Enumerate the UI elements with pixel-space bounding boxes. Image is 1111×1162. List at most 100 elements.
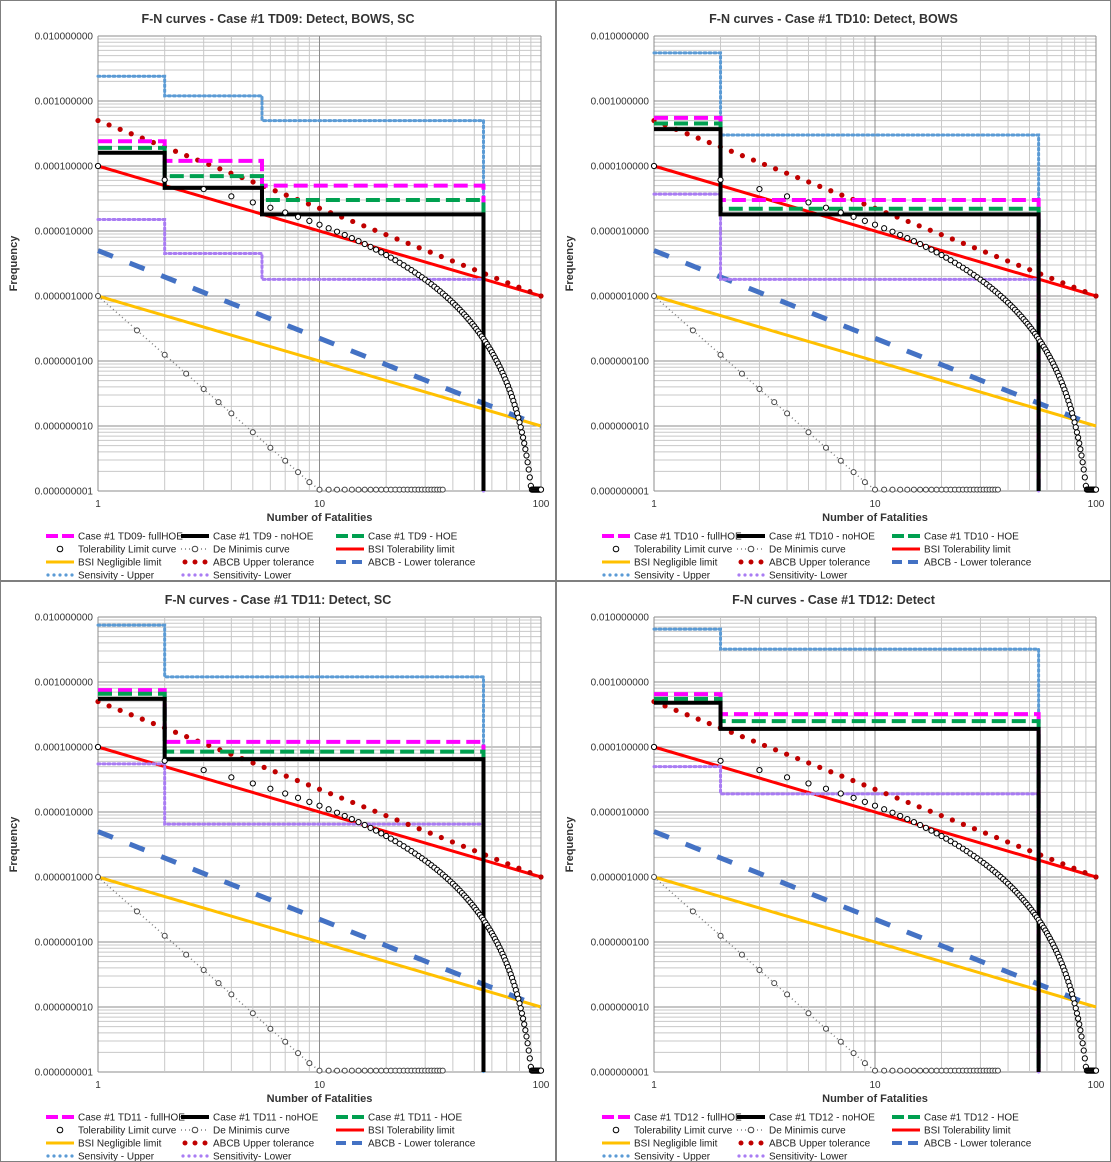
de-minimis-point [881,486,888,493]
legend-label: Case #1 TD09- fullHOE [78,532,183,543]
legend-item: Tolerability Limit curve [612,1126,733,1137]
de-minimis-point [378,486,385,493]
legend-item: Case #1 TD9 - HOE [336,532,458,543]
abcb-upper-point [527,289,533,295]
abcb-upper-point [272,769,278,775]
de-minimis-point [373,1067,380,1074]
abcb-upper-point [750,157,757,163]
de-minimis-point [183,951,190,958]
tolerability-point [348,234,355,242]
legend-item: Sensivity - Upper [602,571,711,580]
abcb-lower-line [97,829,542,1010]
tolerability-point [889,228,896,235]
abcb-upper-point [872,786,878,792]
bsi-negligible-line [653,294,1097,428]
y-tick-label: 0.000000100 [35,938,94,949]
legend-label: ABCB - Lower tolerance [368,558,476,569]
nohoe-line [98,150,486,491]
de-minimis-point [134,327,141,334]
abcb-upper-point [916,223,922,229]
chart-title: F-N curves - Case #1 TD09: Detect, BOWS,… [142,12,415,26]
legend-label: De Minimis curve [213,1126,290,1137]
abcb-upper-point [750,738,757,744]
tolerability-point [1077,1027,1084,1034]
tolerability-point [910,238,918,245]
de-minimis-point [282,457,289,464]
de-minimis-point [889,486,896,493]
tolerability-point [917,240,924,248]
legend-item: ABCB Upper tolerance [182,558,315,569]
legend-label: ABCB Upper tolerance [213,1139,315,1150]
legend-label: BSI Tolerability limit [924,545,1011,556]
legend-label: Case #1 TD10 - fullHOE [634,532,742,543]
abcb-upper-point [1082,289,1088,295]
de-minimis-point [267,444,274,451]
de-minimis-point [904,486,911,493]
de-minimis-point [994,486,1001,493]
tolerability-point [850,794,857,801]
de-minimis-point [805,1010,812,1017]
legend-item: BSI Negligible limit [46,1139,162,1150]
abcb-upper-point [1016,843,1022,849]
legend-item: De Minimis curve [737,545,846,556]
abcb-upper-point [438,834,444,841]
legend-label: ABCB Upper tolerance [769,1139,871,1150]
tolerability-point [517,424,524,431]
de-minimis-point [933,1067,940,1074]
tolerability-point [922,824,930,831]
grid [97,616,542,1073]
de-minimis-point [933,486,940,493]
legend-label: Sensivity - Upper [78,571,155,581]
bsi-negligible-line [97,294,542,428]
tolerability-point [783,774,791,781]
abcb-upper-point [106,122,112,128]
y-tick-label: 0.000100000 [35,743,94,754]
de-minimis-point [872,486,878,493]
tolerability-point [917,821,924,829]
tolerability-point [1073,1010,1081,1017]
abcb-upper-point [350,799,356,806]
tolerability-point [306,798,313,806]
legend-item: BSI Negligible limit [602,1139,718,1150]
abcb-upper-point [106,703,112,709]
tolerability-point [881,806,888,813]
abcb-upper-point [949,236,955,242]
de-minimis-point [904,1067,911,1074]
plot-area [94,74,545,493]
de-minimis-point [689,327,696,334]
abcb-upper-point [850,777,856,784]
x-tick-label: 100 [533,499,550,510]
de-minimis-point [850,1050,857,1057]
tolerability-point [526,474,533,481]
de-minimis-point [756,386,763,393]
tolerability-point [1073,429,1081,436]
abcb-upper-point [861,201,867,207]
tolerability-point [822,204,830,211]
legend-label: ABCB - Lower tolerance [368,1139,476,1150]
abcb-upper-point [894,795,900,801]
abcb-upper-point [416,826,422,832]
legend-label: Sensivity - Upper [634,1152,711,1162]
abcb-upper-point [772,166,779,172]
abcb-upper-point [505,280,511,286]
tolerability-point [523,1033,530,1040]
y-axis-label: Frequency [8,235,20,292]
tolerability-point [928,246,935,253]
legend-label: Tolerability Limit curve [634,1126,733,1137]
x-axis-label: Number of Fatalities [267,512,373,524]
de-minimis-point [784,991,791,998]
tolerability-point [306,217,313,225]
legend-label: ABCB Upper tolerance [769,558,871,569]
legend-item: ABCB - Lower tolerance [336,1139,476,1150]
de-minimis-point [334,1067,341,1074]
legend-item: BSI Tolerability limit [336,1126,455,1137]
de-minimis-point [928,1067,935,1074]
x-tick-label: 100 [533,1080,550,1091]
tolerability-point [1077,446,1084,453]
de-minimis-point [355,1067,362,1074]
tolerability-point [521,1021,528,1028]
tolerability-point [519,1015,527,1022]
de-minimis-point [228,410,235,417]
x-tick-label: 10 [314,499,326,510]
tolerability-point [522,1027,529,1034]
